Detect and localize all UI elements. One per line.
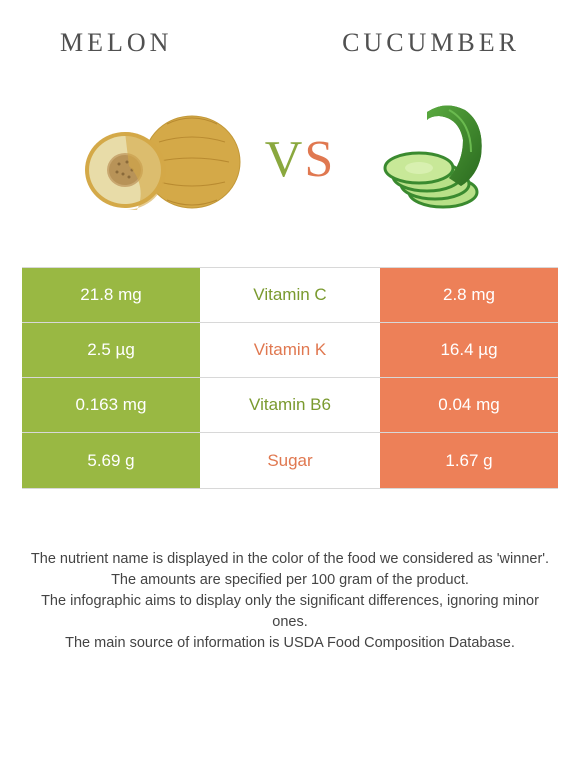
cell-nutrient-name: Vitamin B6 xyxy=(200,378,380,432)
footer-line: The amounts are specified per 100 gram o… xyxy=(28,570,552,591)
images-row: VS xyxy=(0,92,580,227)
cell-cucumber-value: 1.67 g xyxy=(380,433,558,488)
title-cucumber: CUCUMBER xyxy=(342,28,520,58)
comparison-table: 21.8 mgVitamin C2.8 mg2.5 µgVitamin K16.… xyxy=(22,267,558,489)
vs-s: S xyxy=(304,130,335,189)
vs-label: VS xyxy=(265,130,335,189)
cell-melon-value: 21.8 mg xyxy=(22,268,200,322)
cell-melon-value: 5.69 g xyxy=(22,433,200,488)
cell-cucumber-value: 2.8 mg xyxy=(380,268,558,322)
cell-nutrient-name: Vitamin K xyxy=(200,323,380,377)
cell-nutrient-name: Sugar xyxy=(200,433,380,488)
footer-line: The main source of information is USDA F… xyxy=(28,633,552,654)
header: MELON CUCUMBER xyxy=(0,0,580,58)
table-row: 5.69 gSugar1.67 g xyxy=(22,433,558,488)
vs-v: V xyxy=(265,130,305,189)
footer-notes: The nutrient name is displayed in the co… xyxy=(28,549,552,654)
cucumber-image xyxy=(353,92,503,227)
table-row: 2.5 µgVitamin K16.4 µg xyxy=(22,323,558,378)
cell-cucumber-value: 0.04 mg xyxy=(380,378,558,432)
cell-melon-value: 0.163 mg xyxy=(22,378,200,432)
cell-melon-value: 2.5 µg xyxy=(22,323,200,377)
cell-nutrient-name: Vitamin C xyxy=(200,268,380,322)
melon-image xyxy=(77,92,247,227)
footer-line: The nutrient name is displayed in the co… xyxy=(28,549,552,570)
title-melon: MELON xyxy=(60,28,172,58)
footer-line: The infographic aims to display only the… xyxy=(28,591,552,633)
table-row: 21.8 mgVitamin C2.8 mg xyxy=(22,268,558,323)
table-row: 0.163 mgVitamin B60.04 mg xyxy=(22,378,558,433)
cell-cucumber-value: 16.4 µg xyxy=(380,323,558,377)
